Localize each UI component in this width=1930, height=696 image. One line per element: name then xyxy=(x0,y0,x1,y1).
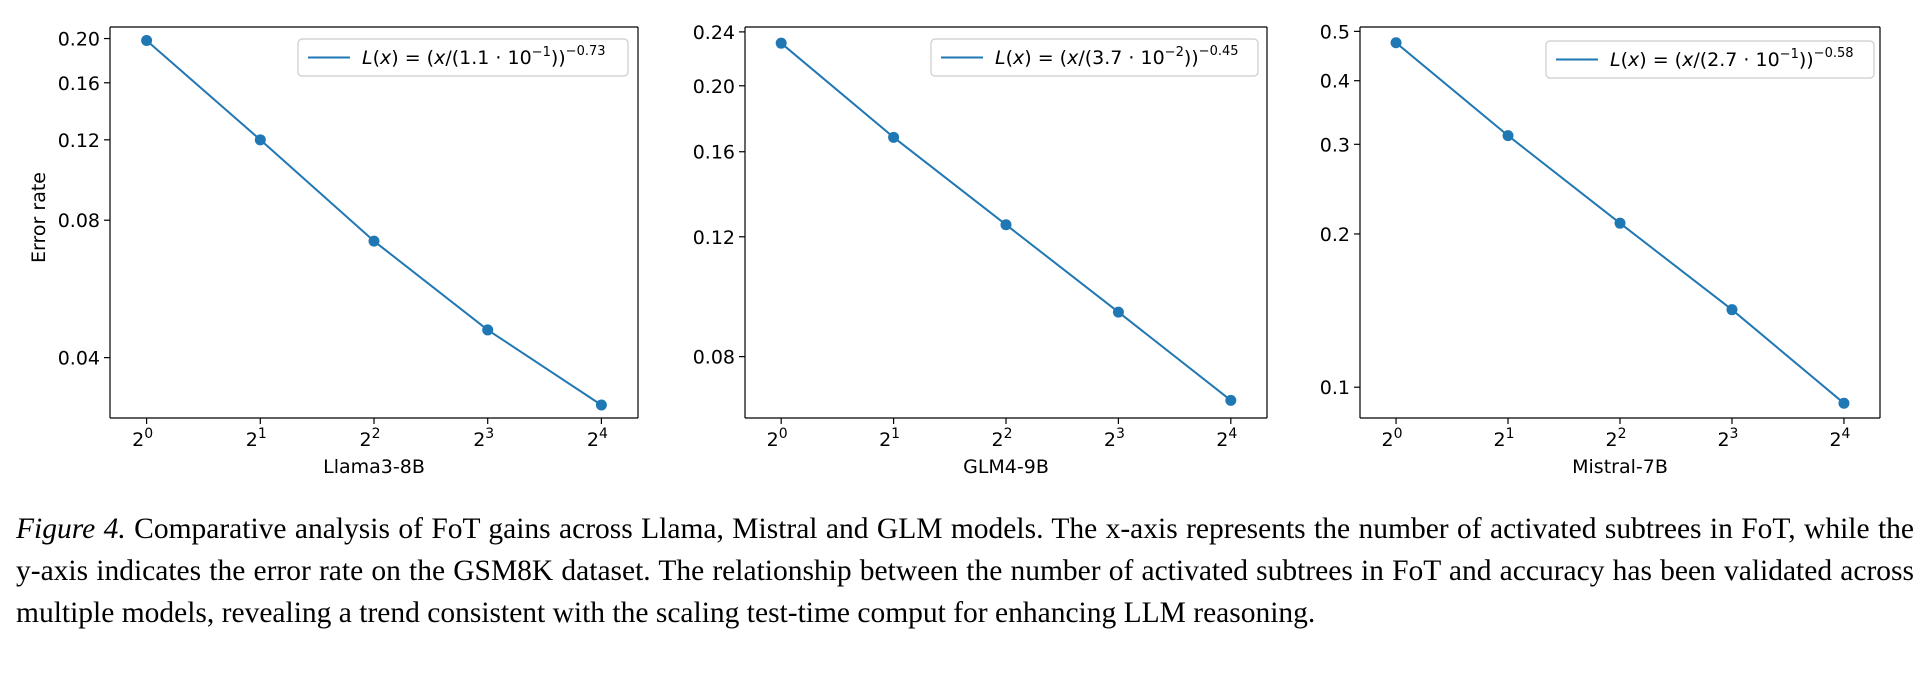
x-tick-label: 21 xyxy=(246,426,267,451)
x-tick-label: 20 xyxy=(767,426,788,451)
x-tick-label: 21 xyxy=(879,426,900,451)
legend-box xyxy=(297,38,629,77)
x-tick-label: 24 xyxy=(1829,426,1850,451)
chart-panel-3: 0.1 0.2 0.3 0.4 0.5 20 21 22 23 24 Mistral-7B L(x) … xyxy=(1320,21,1881,478)
y-tick-label: 0.16 xyxy=(693,142,735,164)
legend-box xyxy=(1545,40,1875,79)
figure-label: Figure 4. xyxy=(16,513,126,545)
legend-label: L(x) = (x/(1.1 · 10−1))−0.73 xyxy=(362,44,606,69)
x-tick-label: 22 xyxy=(991,426,1012,451)
y-tick-label: 0.2 xyxy=(1320,224,1350,246)
y-tick-label: 0.16 xyxy=(58,73,100,95)
figure-caption: Figure 4. Comparative analysis of FoT ga… xyxy=(16,508,1914,634)
figure-4-charts: 0.04 0.08 0.12 0.16 0.20 20 21 22 23 24 Llama3-8B E… xyxy=(28,21,1881,478)
data-point xyxy=(888,131,900,143)
y-tick-label: 0.3 xyxy=(1320,134,1350,156)
series-line xyxy=(145,39,602,406)
data-point xyxy=(482,324,494,336)
data-point xyxy=(1838,397,1850,409)
data-point xyxy=(1112,306,1124,318)
x-tick-label: 23 xyxy=(473,426,494,451)
x-tick-label: 24 xyxy=(587,426,608,451)
chart-panel-1: 0.04 0.08 0.12 0.16 0.20 20 21 22 23 24 Llama3-8B E… xyxy=(28,26,639,478)
x-tick-label: 22 xyxy=(1605,426,1626,451)
y-tick-label: 0.24 xyxy=(693,22,735,44)
data-point xyxy=(1614,217,1626,229)
data-point xyxy=(1502,130,1514,142)
y-tick-label: 0.4 xyxy=(1320,71,1350,93)
legend-label: L(x) = (x/(2.7 · 10−1))−0.58 xyxy=(1610,46,1854,71)
y-tick-label: 0.5 xyxy=(1320,21,1350,43)
x-axis-label: Mistral-7B xyxy=(1572,456,1668,478)
x-tick-label: 22 xyxy=(359,426,380,451)
data-point xyxy=(254,134,266,146)
data-point xyxy=(368,235,380,247)
data-point xyxy=(1000,219,1012,231)
data-point xyxy=(1390,37,1402,49)
caption-text: Comparative analysis of FoT gains across… xyxy=(16,513,1915,629)
y-tick-label: 0.1 xyxy=(1320,377,1350,399)
x-tick-label: 20 xyxy=(1382,426,1403,451)
x-tick-label: 24 xyxy=(1216,426,1237,451)
y-tick-label: 0.12 xyxy=(693,227,735,249)
data-point xyxy=(1225,394,1237,406)
x-tick-label: 21 xyxy=(1494,426,1515,451)
legend-label: L(x) = (x/(3.7 · 10−2))−0.45 xyxy=(995,44,1239,69)
x-axis-label: Llama3-8B xyxy=(323,456,425,478)
x-tick-label: 23 xyxy=(1104,426,1125,451)
y-tick-label: 0.08 xyxy=(58,210,100,232)
legend-box xyxy=(930,38,1259,77)
x-tick-label: 20 xyxy=(132,426,153,451)
data-point xyxy=(1726,304,1738,316)
x-axis-label: GLM4-9B xyxy=(963,456,1049,478)
data-point xyxy=(141,35,153,47)
y-tick-label: 0.20 xyxy=(58,29,100,51)
data-point xyxy=(775,37,787,49)
chart-panel-2: 0.08 0.12 0.16 0.20 0.24 20 21 22 23 24 GLM4-9B L(x… xyxy=(693,22,1268,478)
y-axis-label: Error rate xyxy=(28,172,50,263)
y-tick-label: 0.12 xyxy=(58,130,100,152)
y-tick-label: 0.08 xyxy=(693,347,735,369)
data-point xyxy=(595,399,607,411)
x-tick-label: 23 xyxy=(1717,426,1738,451)
y-tick-label: 0.20 xyxy=(693,76,735,98)
y-tick-label: 0.04 xyxy=(58,348,100,370)
